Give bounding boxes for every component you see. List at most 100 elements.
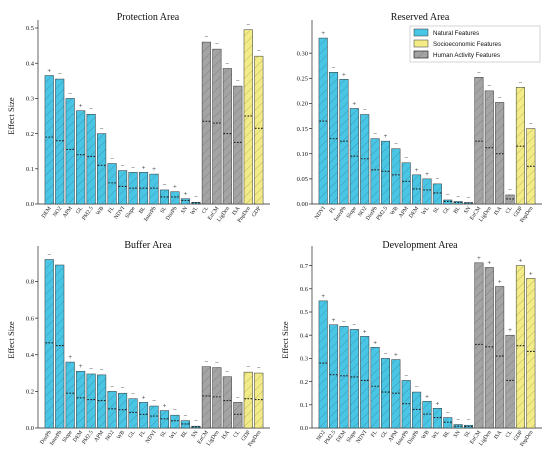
effect-sign-marker: + [173,184,177,191]
panel-title: Buffer Area [124,240,172,251]
x-tick-label: BL [180,429,189,439]
bar-hatch [370,138,380,204]
x-tick-label: GL [75,205,85,215]
bar-hatch [516,265,525,428]
x-tick-label: APM [62,206,74,219]
x-tick-label: WL [169,429,179,440]
bar-hatch [139,402,148,428]
bar-hatch [433,408,442,428]
panel-buffer-area: Buffer Area Effect Size 0.0 0.2 0.4 0.6 0.8 −… [6,240,270,448]
bar-hatch [391,359,401,428]
bar-hatch [149,174,159,204]
x-tick-label: GDP [241,430,252,443]
effect-sign-marker: − [477,69,481,76]
legend-frame [409,25,541,63]
legend-label-natural: Natural Features [433,30,479,37]
effect-sign-marker: − [204,34,208,41]
x-tick-label: NDVI [145,430,158,445]
effect-sign-marker: − [373,131,377,138]
y-tick-label: 0.0 [26,201,34,208]
x-tick-label: SN [180,206,189,215]
bar-hatch [401,162,411,204]
bar-hatch [381,358,390,428]
y-tick-label: 0.6 [300,286,309,293]
y-tick-label: 0.15 [297,126,308,133]
effect-sign-marker: − [163,182,167,189]
effect-sign-marker: + [373,339,377,346]
bar-hatch [170,191,180,204]
effect-sign-marker: − [110,156,114,163]
x-tick-label: GL [127,429,137,439]
x-tick-label: NDVI [355,430,368,445]
bar-hatch [339,326,349,428]
x-tick-label: Slope [62,429,75,443]
y-tick-label: 0.1 [300,402,308,409]
effect-sign-marker: + [487,259,491,266]
effect-sign-marker: + [498,278,502,285]
x-tick-label: DEM [408,206,420,220]
effect-sign-marker: − [215,360,219,367]
effect-sign-marker: − [131,391,135,398]
bar-hatch [360,336,369,428]
effect-sign-marker: − [519,79,523,86]
x-tick-label: ISA [493,430,503,441]
effect-sign-marker: + [415,167,419,174]
x-tick-label: PM2.5 [81,430,95,446]
x-tick-label: ISA [493,206,503,217]
bar-hatch [181,198,190,204]
y-tick-label: 0.3 [300,356,308,363]
x-tick-label: NO2 [357,206,368,219]
bar-hatch [170,415,180,428]
effect-sign-marker: − [246,22,250,29]
legend-swatch-hatch [413,50,429,59]
x-tick-label: NO2 [316,430,327,443]
x-tick-label: APM [93,430,105,443]
bar-hatch [44,259,54,428]
effect-sign-marker: − [194,194,198,201]
bar-hatch [223,68,232,204]
effect-sign-marker: + [394,352,398,359]
bar-hatch [243,372,253,428]
effect-sign-marker: + [321,30,325,37]
x-tick-label: GL [380,429,390,439]
bar-hatch [433,183,442,204]
effect-sign-marker: − [204,359,208,366]
y-tick-label: 0.05 [297,176,308,183]
bar-hatch [97,133,106,204]
x-tick-label: NDVI [314,206,327,221]
x-tick-label: WL [190,205,200,216]
x-tick-label: WB [95,205,105,216]
effect-sign-marker: − [215,41,219,48]
effect-sign-marker: − [184,413,188,420]
bar-hatch [318,300,328,428]
x-tick-label: GDP [251,206,262,219]
legend: Natural Features Socioeconomic Features … [409,25,541,63]
effect-sign-marker: − [246,364,250,371]
panel-reserved-area: Reserved Area 0.00 0.05 0.10 0.15 0.20 0.25 0.… [297,12,542,224]
y-tick-label: 0.0 [26,425,34,432]
panel-development-area: Development Area Effect Size 0.0 0.1 0.2 0.… [280,240,542,448]
x-tick-label: GDP [513,206,524,219]
y-tick-label: 0.00 [297,201,308,208]
x-tick-label: PM2.5 [81,206,95,222]
effect-sign-marker: + [152,166,156,173]
x-tick-label: ISA [221,430,231,441]
effect-sign-marker: − [404,155,408,162]
x-tick-label: NO2 [105,430,116,443]
x-tick-label: ISA [231,206,241,217]
bar-hatch [233,86,243,204]
effect-sign-marker: + [163,403,167,410]
bar-hatch [86,114,96,204]
bar-hatch [350,329,359,428]
x-tick-label: SL [432,205,441,214]
effect-sign-marker: − [257,365,261,372]
bar-hatch [223,376,232,428]
effect-sign-marker: − [508,187,512,194]
effect-sign-marker: − [121,163,125,170]
x-tick-label: GDP [513,430,524,443]
effect-sign-marker: + [142,164,146,171]
panel-title: Development Area [382,240,458,251]
bar-hatch [485,267,494,428]
effect-sign-marker: − [173,407,177,414]
